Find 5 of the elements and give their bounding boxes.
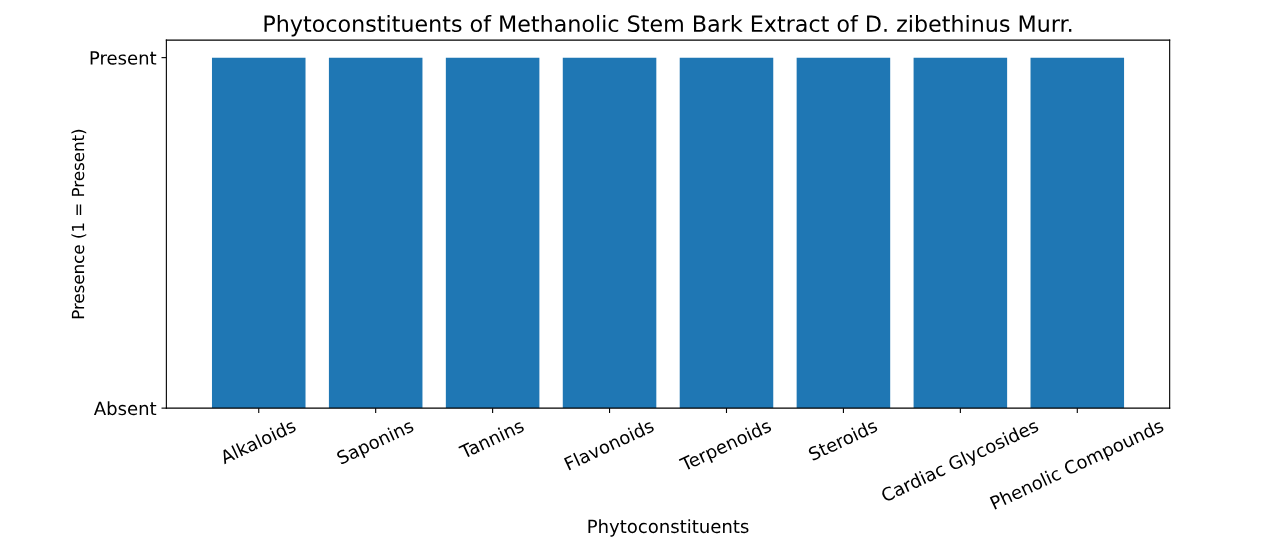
text: Present [90, 51, 157, 65]
y-axis-title: Presence (1 = Present) [71, 129, 87, 319]
x-axis-title: Phytoconstituents [588, 519, 749, 537]
chart-title: Phytoconstituents of Methanolic Stem Bark Extract of D. zibethinus Murr. [264, 14, 1072, 37]
text: Absent [93, 401, 157, 416]
